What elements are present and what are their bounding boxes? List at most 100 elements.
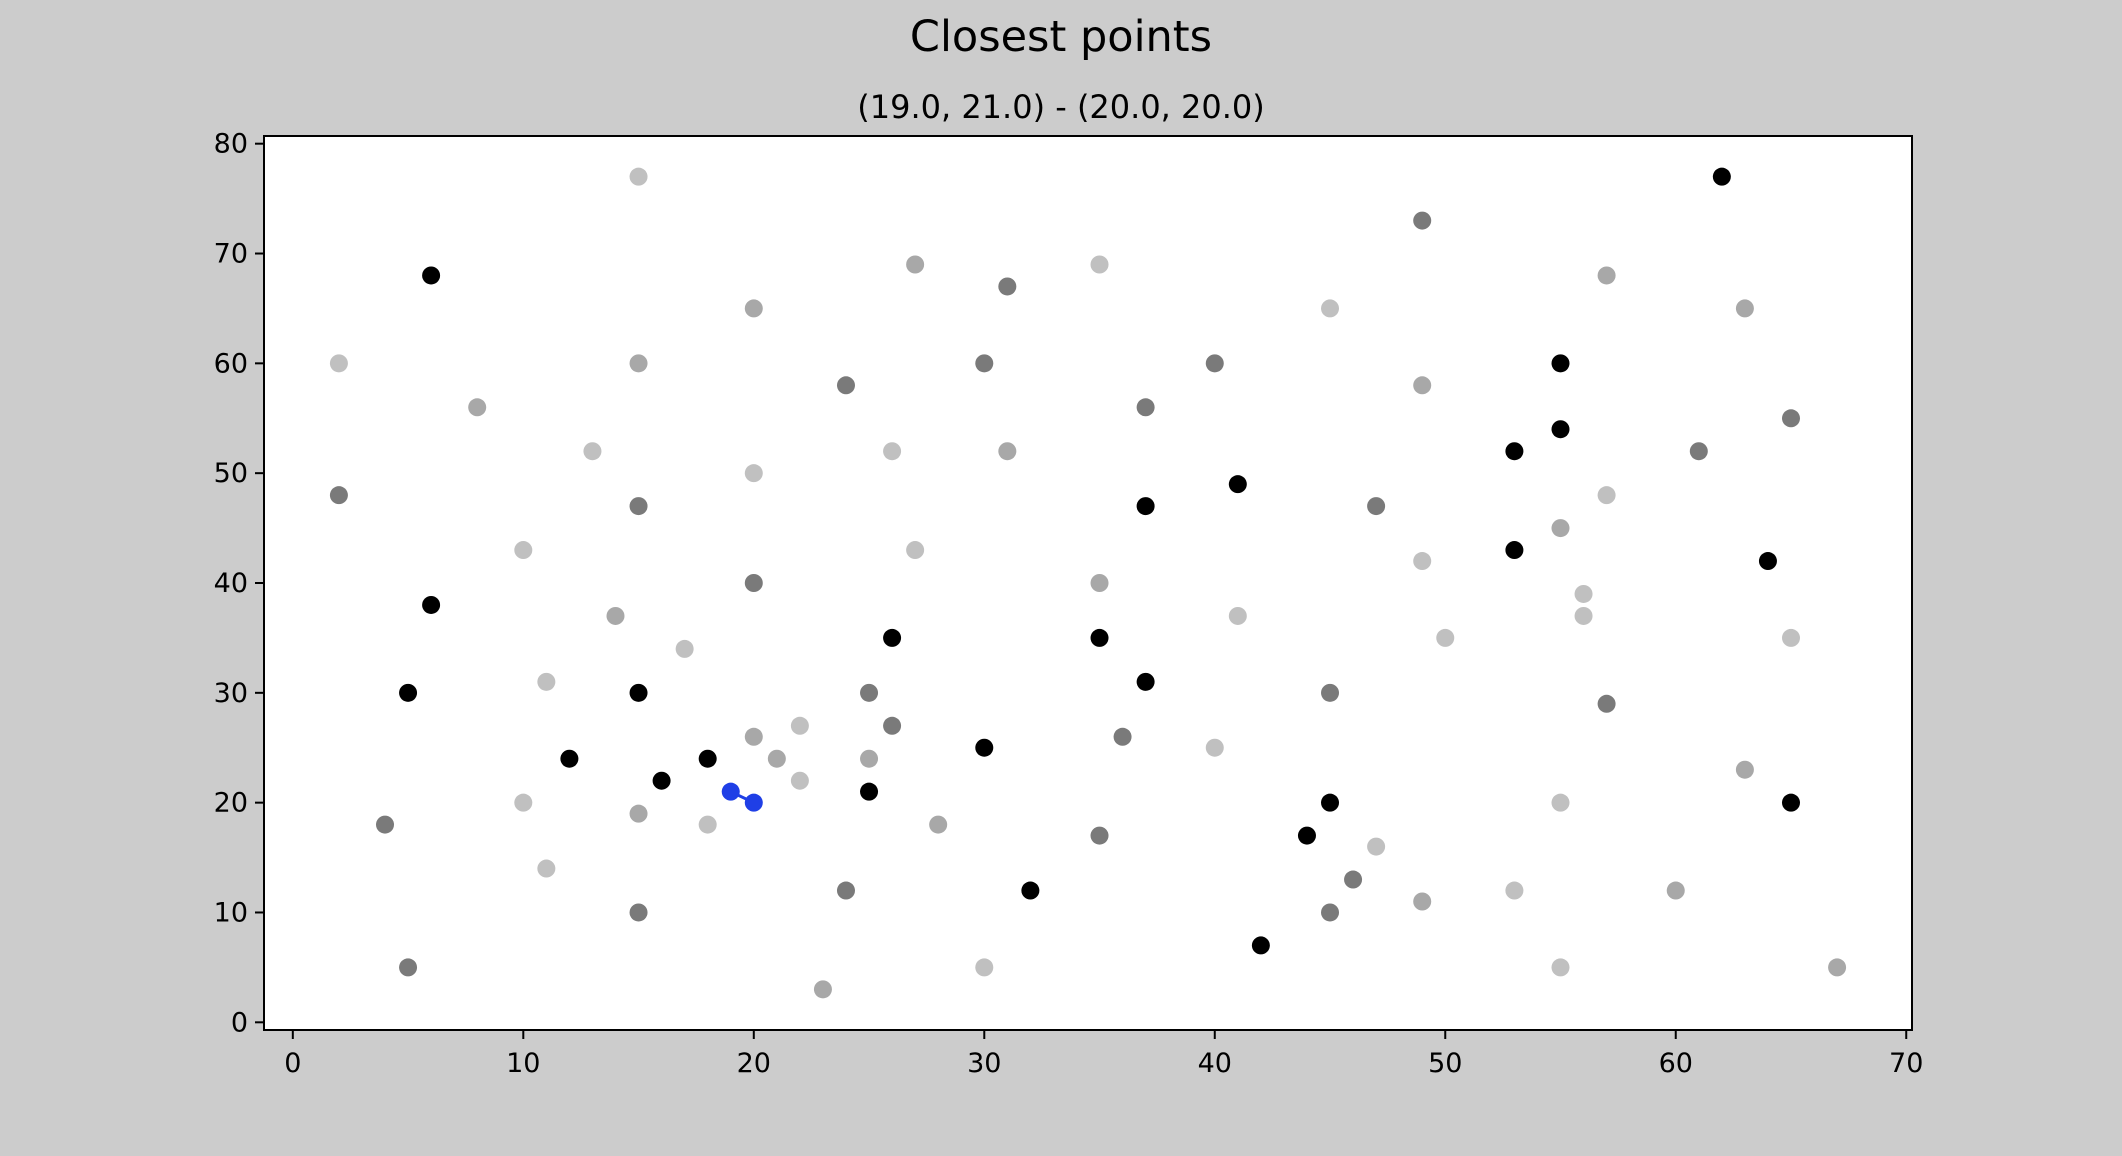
scatter-point bbox=[422, 266, 441, 285]
scatter-point bbox=[1413, 552, 1432, 571]
scatter-point bbox=[583, 442, 602, 461]
y-tick-label: 30 bbox=[214, 678, 248, 709]
scatter-point bbox=[790, 771, 809, 790]
scatter-point bbox=[1205, 738, 1224, 757]
chart-title: Closest points bbox=[910, 12, 1212, 62]
scatter-point bbox=[883, 716, 902, 735]
scatter-point bbox=[1321, 903, 1340, 922]
scatter-point bbox=[1367, 837, 1386, 856]
scatter-point bbox=[1090, 628, 1109, 647]
scatter-point bbox=[1136, 398, 1155, 417]
closest-pair-point bbox=[744, 793, 763, 812]
scatter-point bbox=[1090, 826, 1109, 845]
scatter-point bbox=[1781, 628, 1800, 647]
scatter-point bbox=[422, 595, 441, 614]
x-tick-label: 40 bbox=[1198, 1048, 1232, 1079]
scatter-point bbox=[1113, 727, 1132, 746]
scatter-point bbox=[560, 749, 579, 768]
scatter-point bbox=[514, 793, 533, 812]
scatter-point bbox=[629, 167, 648, 186]
scatter-point bbox=[1597, 266, 1616, 285]
scatter-point bbox=[1666, 881, 1685, 900]
scatter-point bbox=[767, 749, 786, 768]
scatter-point bbox=[1228, 606, 1247, 625]
scatter-point bbox=[860, 782, 879, 801]
scatter-point bbox=[329, 486, 348, 505]
scatter-point bbox=[1781, 409, 1800, 428]
scatter-point bbox=[1505, 541, 1524, 560]
scatter-point bbox=[1344, 870, 1363, 889]
y-tick-label: 40 bbox=[214, 568, 248, 599]
scatter-point bbox=[606, 606, 625, 625]
scatter-point bbox=[1090, 255, 1109, 274]
scatter-point bbox=[1597, 694, 1616, 713]
points-layer bbox=[329, 167, 1847, 999]
y-tick-label: 0 bbox=[231, 1007, 248, 1038]
scatter-point bbox=[629, 903, 648, 922]
closest-pair-point bbox=[721, 782, 740, 801]
scatter-point bbox=[537, 859, 556, 878]
scatter-point bbox=[514, 541, 533, 560]
x-tick-label: 60 bbox=[1659, 1048, 1693, 1079]
scatter-point bbox=[998, 277, 1017, 296]
y-axis: 0 10 20 30 40 50 60 70 80 bbox=[214, 129, 264, 1038]
chart-subtitle: (19.0, 21.0) - (20.0, 20.0) bbox=[857, 88, 1265, 126]
scatter-point bbox=[1712, 167, 1731, 186]
scatter-point bbox=[629, 683, 648, 702]
scatter-point bbox=[1597, 486, 1616, 505]
scatter-point bbox=[1505, 442, 1524, 461]
x-axis: 0 10 20 30 40 50 60 70 bbox=[284, 1030, 1923, 1079]
x-tick-label: 50 bbox=[1428, 1048, 1462, 1079]
scatter-point bbox=[675, 639, 694, 658]
scatter-point bbox=[1735, 299, 1754, 318]
scatter-point bbox=[975, 354, 994, 373]
scatter-point bbox=[376, 815, 395, 834]
scatter-point bbox=[975, 958, 994, 977]
scatter-point bbox=[1551, 793, 1570, 812]
scatter-point bbox=[744, 464, 763, 483]
scatter-point bbox=[1228, 475, 1247, 494]
scatter-point bbox=[998, 442, 1017, 461]
scatter-point bbox=[1505, 881, 1524, 900]
scatter-point bbox=[1205, 354, 1224, 373]
scatter-point bbox=[652, 771, 671, 790]
scatter-point bbox=[883, 628, 902, 647]
scatter-point bbox=[1321, 299, 1340, 318]
scatter-point bbox=[883, 442, 902, 461]
scatter-point bbox=[468, 398, 487, 417]
x-tick-label: 70 bbox=[1889, 1048, 1923, 1079]
scatter-point bbox=[860, 749, 879, 768]
scatter-point bbox=[1551, 354, 1570, 373]
y-tick-label: 80 bbox=[214, 129, 248, 160]
scatter-point bbox=[836, 881, 855, 900]
scatter-point bbox=[1251, 936, 1270, 955]
scatter-point bbox=[906, 541, 925, 560]
scatter-point bbox=[1436, 628, 1455, 647]
y-tick-label: 60 bbox=[214, 348, 248, 379]
scatter-point bbox=[399, 958, 418, 977]
scatter-point bbox=[1781, 793, 1800, 812]
scatter-point bbox=[975, 738, 994, 757]
scatter-point bbox=[1297, 826, 1316, 845]
scatter-point bbox=[790, 716, 809, 735]
scatter-point bbox=[1367, 497, 1386, 516]
x-tick-label: 10 bbox=[506, 1048, 540, 1079]
scatter-point bbox=[537, 672, 556, 691]
scatter-point bbox=[1321, 793, 1340, 812]
scatter-point bbox=[629, 804, 648, 823]
closest-pair-layer bbox=[721, 782, 763, 812]
scatter-point bbox=[1413, 892, 1432, 911]
scatter-point bbox=[399, 683, 418, 702]
scatter-point bbox=[906, 255, 925, 274]
scatter-point bbox=[744, 574, 763, 592]
scatter-point bbox=[1828, 958, 1847, 977]
scatter-point bbox=[1689, 442, 1708, 461]
y-tick-label: 10 bbox=[214, 897, 248, 928]
x-tick-label: 0 bbox=[284, 1048, 301, 1079]
scatter-point bbox=[1021, 881, 1040, 900]
scatter-point bbox=[744, 727, 763, 746]
y-tick-label: 20 bbox=[214, 788, 248, 819]
scatter-point bbox=[1551, 958, 1570, 977]
